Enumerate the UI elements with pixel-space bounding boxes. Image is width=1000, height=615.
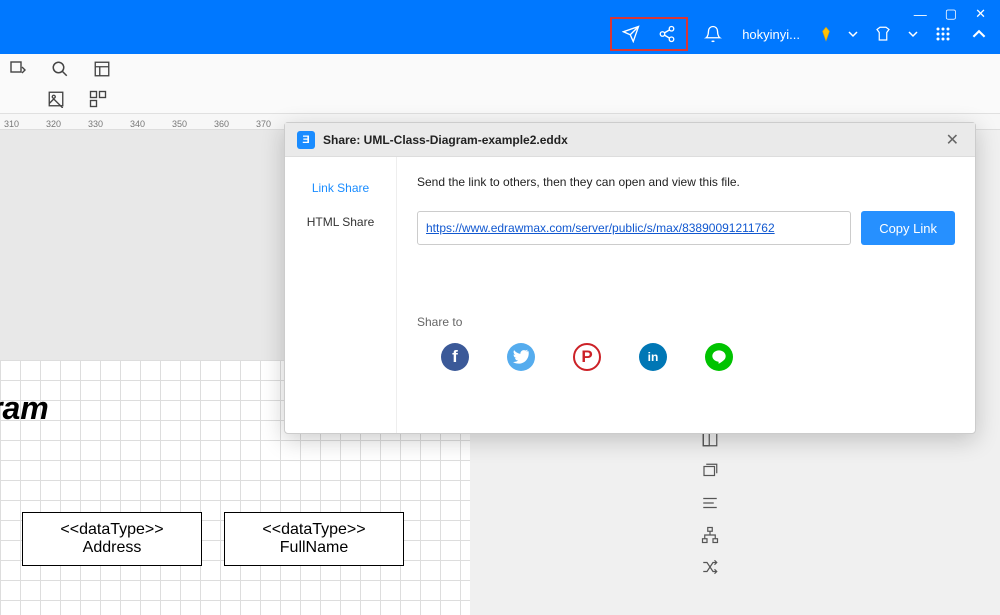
- right-side-toolbar: [694, 430, 728, 578]
- align-icon[interactable]: [701, 494, 721, 514]
- link-row: Copy Link: [417, 211, 955, 245]
- username-label[interactable]: hokyinyi...: [742, 27, 800, 42]
- share-highlight-box: [610, 17, 688, 51]
- chevron-down-icon[interactable]: [908, 29, 918, 39]
- dialog-main: Send the link to others, then they can o…: [397, 157, 975, 433]
- share-link-input[interactable]: [417, 211, 851, 245]
- close-button[interactable]: ✕: [975, 6, 986, 22]
- components-icon[interactable]: [88, 89, 108, 109]
- dialog-body: Link Share HTML Share Send the link to o…: [285, 157, 975, 433]
- layers-icon[interactable]: [701, 462, 721, 482]
- tab-link-share[interactable]: Link Share: [285, 171, 396, 205]
- stereotype-label: <<dataType>>: [231, 521, 397, 539]
- uml-class-box[interactable]: <<dataType>> Address: [22, 512, 202, 566]
- linkedin-icon[interactable]: in: [639, 343, 667, 371]
- tshirt-icon[interactable]: [872, 23, 894, 45]
- twitter-icon[interactable]: [507, 343, 535, 371]
- minimize-button[interactable]: —: [914, 7, 927, 22]
- share-icon[interactable]: [656, 23, 678, 45]
- diagram-title: ram: [0, 390, 49, 427]
- tab-html-share[interactable]: HTML Share: [285, 205, 396, 239]
- topbar-actions: hokyinyi...: [610, 17, 990, 51]
- send-icon[interactable]: [620, 23, 642, 45]
- line-icon[interactable]: [705, 343, 733, 371]
- dialog-close-button[interactable]: ✕: [942, 130, 963, 150]
- dialog-title: Share: UML-Class-Diagram-example2.eddx: [323, 133, 568, 147]
- apps-grid-icon[interactable]: [932, 23, 954, 45]
- search-icon[interactable]: [50, 59, 70, 79]
- layout-icon[interactable]: [92, 59, 112, 79]
- image-icon[interactable]: [46, 89, 66, 109]
- dialog-sidebar: Link Share HTML Share: [285, 157, 397, 433]
- instruction-text: Send the link to others, then they can o…: [417, 175, 955, 189]
- app-titlebar: — ▢ ✕ hokyinyi...: [0, 0, 1000, 54]
- collapse-chevron-icon[interactable]: [968, 23, 990, 45]
- maximize-button[interactable]: ▢: [945, 6, 957, 22]
- social-share-row: f P in: [417, 343, 955, 371]
- window-controls: — ▢ ✕: [914, 6, 986, 22]
- share-dialog: Ǝ Share: UML-Class-Diagram-example2.eddx…: [284, 122, 976, 434]
- uml-class-box[interactable]: <<dataType>> FullName: [224, 512, 404, 566]
- class-name: FullName: [231, 539, 397, 557]
- hierarchy-icon[interactable]: [701, 526, 721, 546]
- dialog-header: Ǝ Share: UML-Class-Diagram-example2.eddx…: [285, 123, 975, 157]
- pinterest-icon[interactable]: P: [573, 343, 601, 371]
- bell-icon[interactable]: [702, 23, 724, 45]
- class-name: Address: [29, 539, 195, 557]
- copy-link-button[interactable]: Copy Link: [861, 211, 955, 245]
- diamond-icon[interactable]: [818, 26, 834, 42]
- dropdown-icon[interactable]: [8, 59, 28, 79]
- chevron-down-icon[interactable]: [848, 29, 858, 39]
- facebook-icon[interactable]: f: [441, 343, 469, 371]
- shuffle-icon[interactable]: [701, 558, 721, 578]
- toolbar: [0, 54, 1000, 114]
- share-to-label: Share to: [417, 315, 955, 329]
- app-logo-icon: Ǝ: [297, 131, 315, 149]
- stereotype-label: <<dataType>>: [29, 521, 195, 539]
